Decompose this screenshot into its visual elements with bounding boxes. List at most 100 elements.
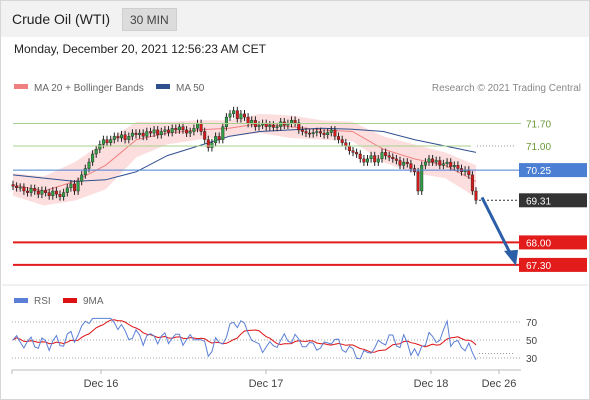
candle (434, 160, 438, 163)
candle (304, 131, 308, 134)
time-label: Dec 26 (482, 378, 517, 390)
candle (315, 131, 319, 133)
candle (217, 136, 221, 140)
candle (362, 158, 366, 163)
forecast-arrow (480, 196, 515, 260)
candle (369, 155, 373, 160)
timeframe-badge[interactable]: 30 MIN (122, 8, 177, 31)
candle (405, 161, 409, 164)
candle (174, 128, 178, 131)
chart-header: Crude Oil (WTI) 30 MIN (1, 1, 589, 37)
ma20-legend-swatch (14, 84, 28, 89)
candle (438, 160, 442, 166)
candle (44, 190, 48, 193)
rsi-ma-legend-swatch (63, 298, 77, 303)
candle (148, 131, 152, 134)
candle (138, 132, 142, 135)
candle (58, 193, 62, 197)
candle (427, 158, 431, 163)
candle (224, 116, 228, 127)
candle (279, 121, 283, 127)
candle (199, 123, 203, 132)
candle (308, 132, 312, 135)
level-label-68.00: 68.00 (526, 238, 551, 249)
candle (94, 148, 98, 155)
candle (98, 144, 102, 150)
candle (83, 168, 87, 176)
candle (271, 124, 275, 128)
candle (449, 161, 453, 168)
price-plot (11, 106, 478, 206)
candle (51, 190, 55, 197)
candle (203, 131, 207, 140)
candle (467, 169, 471, 176)
candle (326, 132, 330, 135)
instrument-title: Crude Oil (WTI) (12, 11, 110, 27)
candle (474, 190, 478, 201)
candle (232, 110, 236, 114)
rsi-ma-legend-label: 9MA (83, 296, 104, 307)
candle (416, 171, 420, 192)
candle (123, 134, 127, 140)
rsi-ma-line (12, 319, 477, 353)
candle (91, 153, 95, 163)
rsi-level-label: 70 (526, 318, 538, 329)
forecast-arrow-head (504, 249, 518, 266)
level-tag (519, 257, 587, 272)
candle (72, 183, 76, 192)
candle (69, 183, 73, 188)
ma50-line (12, 127, 477, 182)
candle (119, 134, 123, 139)
candle (156, 129, 160, 135)
rsi-line (12, 317, 477, 361)
candle (170, 128, 174, 133)
ma20-legend-label: MA 20 + Bollinger Bands (34, 83, 144, 94)
time-axis-labels: Dec 16 Dec 17 Dec 18 Dec 26 (11, 370, 517, 390)
candle (319, 131, 323, 134)
candle (40, 190, 44, 195)
level-tag (519, 193, 587, 208)
candle (130, 132, 134, 137)
level-label-70.25: 70.25 (526, 166, 551, 177)
candle (33, 188, 37, 192)
candle (387, 155, 391, 158)
rsi-plot: 70 50 30 (12, 317, 538, 365)
time-label: Dec 18 (414, 378, 449, 390)
candle (76, 181, 80, 192)
candle (268, 124, 272, 127)
candle (322, 132, 326, 135)
candle (80, 174, 84, 182)
candle (398, 160, 402, 166)
bollinger-band (13, 113, 476, 206)
candle (441, 163, 445, 166)
candle (394, 158, 398, 161)
candle (311, 132, 315, 134)
copyright-text: Research © 2021 Trading Central (432, 83, 581, 94)
candle (181, 126, 185, 131)
time-label: Dec 16 (84, 378, 119, 390)
candle (402, 161, 406, 166)
candle (206, 139, 210, 148)
level-tag (519, 163, 587, 178)
candle (246, 116, 250, 124)
candle (376, 158, 380, 163)
ma50-legend-swatch (156, 84, 170, 89)
candle (166, 129, 170, 133)
candle (141, 132, 145, 137)
candle (221, 126, 225, 140)
candle (152, 129, 156, 134)
candle (145, 131, 149, 137)
candle (112, 136, 116, 140)
candle (409, 163, 413, 169)
candle (62, 192, 66, 198)
candle (333, 129, 337, 137)
time-label: Dec 17 (249, 378, 284, 390)
candle (347, 145, 351, 152)
candle (185, 129, 189, 134)
candle (431, 158, 435, 163)
candle (470, 174, 474, 192)
candle (228, 113, 232, 118)
candle (275, 126, 279, 128)
candle (195, 123, 199, 129)
